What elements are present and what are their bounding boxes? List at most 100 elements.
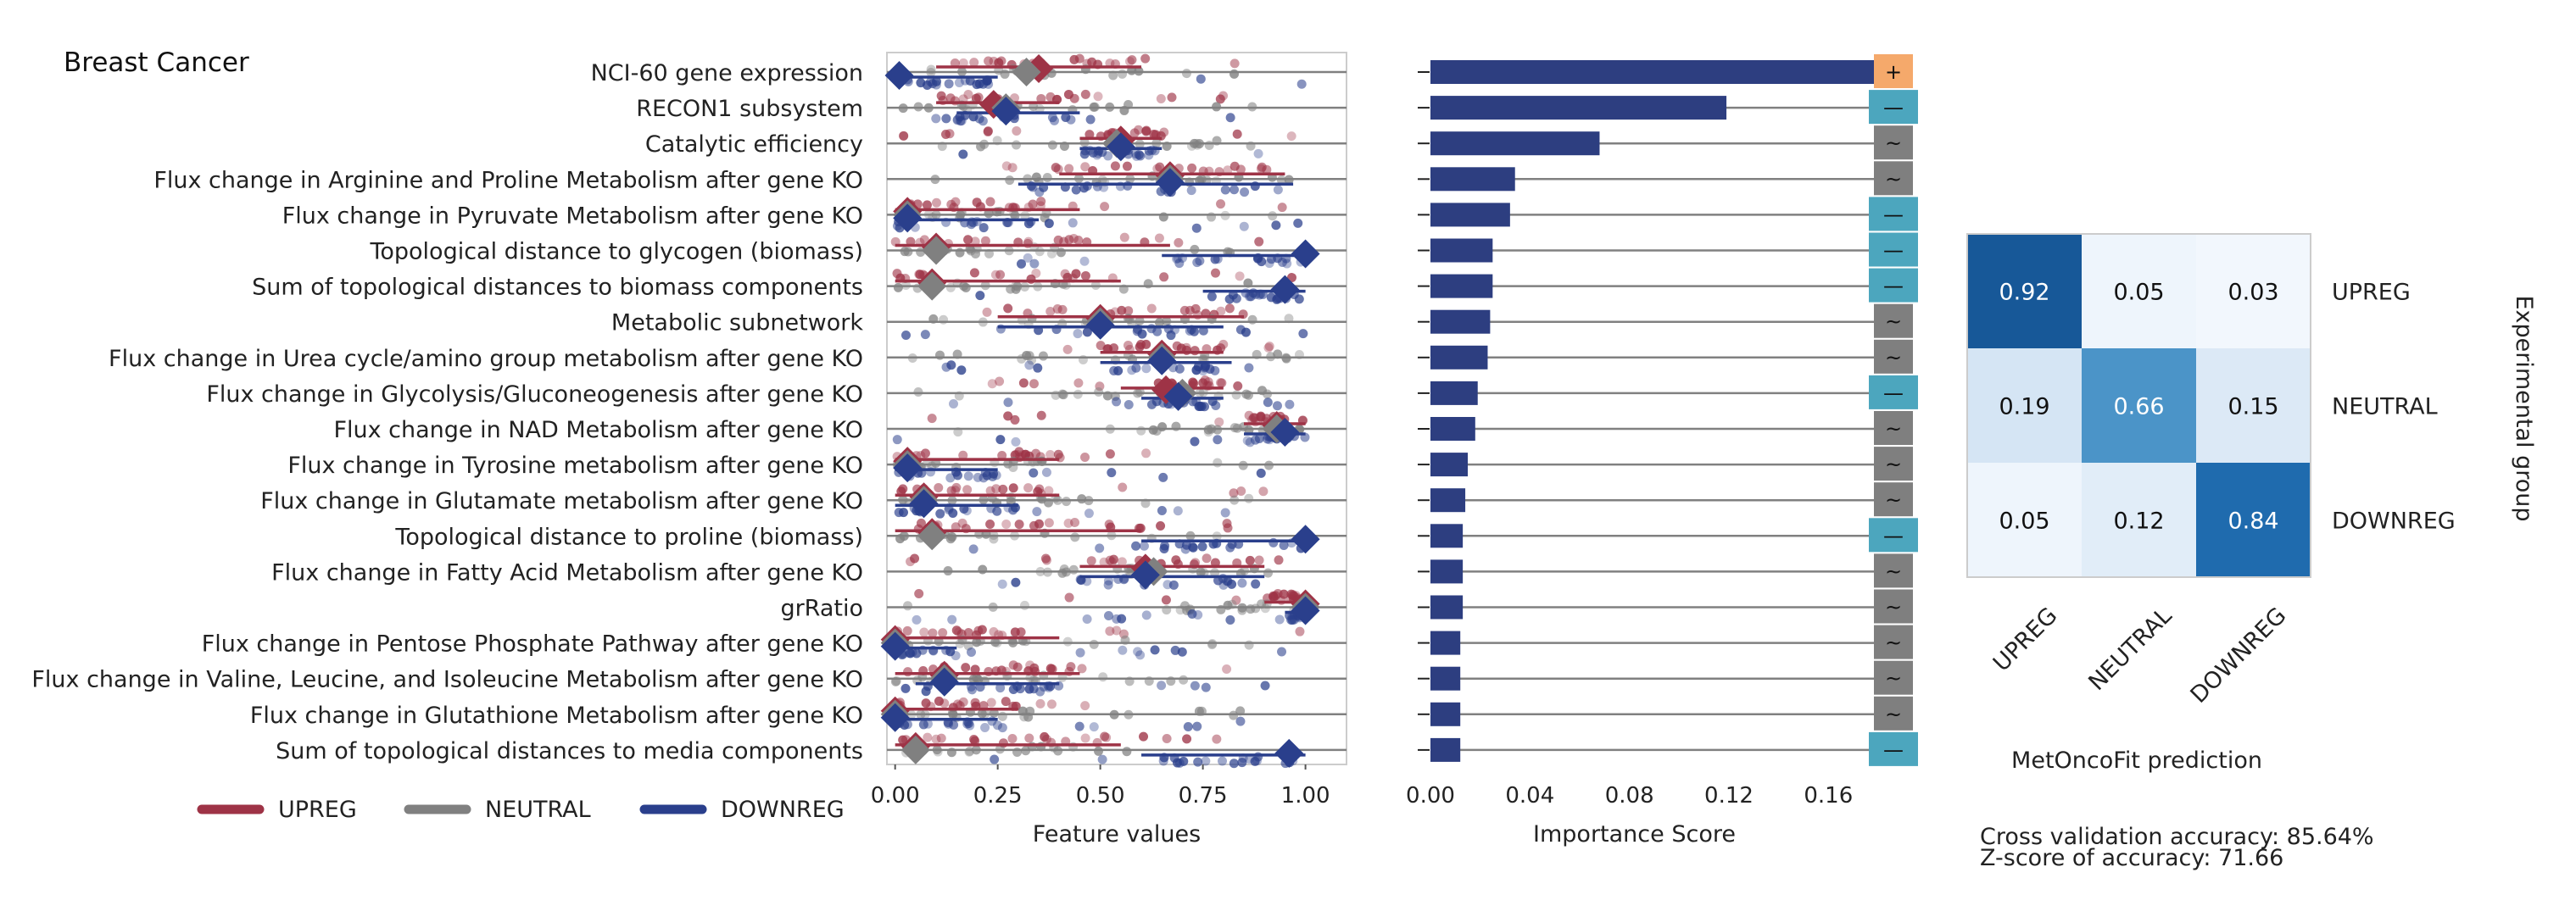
feature-dot — [1057, 304, 1068, 314]
direction-indicator-label: — — [1883, 203, 1904, 226]
feature-dot — [1201, 756, 1211, 766]
feature-dot — [1296, 79, 1307, 89]
feature-dot — [1007, 734, 1018, 744]
feature-dot — [1227, 599, 1237, 609]
feature-dot — [1263, 342, 1274, 353]
feature-dot — [995, 435, 1006, 445]
feature-dot — [1191, 365, 1202, 375]
feature-dot — [1057, 672, 1068, 682]
feature-dot — [916, 709, 926, 720]
feature-dot — [899, 508, 909, 518]
importance-bar — [1430, 381, 1478, 405]
feature-dot — [1263, 434, 1273, 444]
importance-bar — [1430, 274, 1493, 298]
feature-dot — [1263, 568, 1274, 578]
feature-dot — [958, 149, 968, 159]
feature-dot — [1162, 733, 1172, 743]
feature-dot — [1214, 417, 1224, 427]
feature-dot — [1148, 425, 1158, 435]
feature-axis-tick-label: 0.00 — [871, 783, 920, 809]
feature-dot — [1068, 233, 1079, 243]
feature-dot — [1225, 614, 1235, 625]
feature-dot — [1202, 175, 1212, 186]
feature-dot — [947, 495, 957, 505]
downreg-mean-marker — [929, 667, 959, 697]
feature-axis-tick-label: 0.50 — [1076, 783, 1125, 809]
feature-dot — [1174, 364, 1185, 374]
feature-dot — [946, 360, 956, 370]
feature-dot — [1190, 138, 1200, 148]
importance-bar — [1430, 595, 1464, 620]
feature-dot — [1229, 759, 1239, 769]
feature-dot — [1012, 281, 1023, 292]
feature-dot — [951, 522, 961, 532]
feature-dot — [948, 508, 958, 518]
feature-dot — [963, 89, 973, 99]
feature-dot — [1032, 507, 1042, 517]
feature-dot — [1023, 174, 1033, 184]
feature-dot — [1217, 378, 1227, 388]
feature-label: Sum of topological distances to media co… — [276, 738, 863, 764]
feature-dot — [897, 495, 907, 505]
feature-dot — [1220, 185, 1230, 195]
feature-dot — [980, 281, 990, 291]
feature-dot — [1124, 709, 1134, 720]
feature-dot — [1136, 425, 1146, 436]
feature-dot — [1197, 542, 1207, 552]
feature-dot — [1023, 483, 1034, 493]
feature-dot — [1276, 175, 1286, 185]
feature-dot — [1113, 366, 1124, 376]
feature-dot — [1286, 131, 1296, 142]
feature-dot — [1192, 721, 1202, 731]
feature-label: Flux change in NAD Metabolism after gene… — [333, 417, 863, 443]
feature-dot — [921, 698, 931, 709]
feature-dot — [920, 448, 930, 458]
direction-indicator-label: — — [1883, 524, 1904, 547]
feature-dot — [1060, 269, 1070, 279]
feature-dot — [934, 696, 944, 706]
feature-dot — [1136, 340, 1146, 350]
importance-bar — [1430, 417, 1475, 441]
feature-dot — [1118, 284, 1129, 294]
feature-dot — [893, 282, 903, 292]
feature-dot — [1047, 113, 1057, 123]
feature-dot — [1268, 592, 1279, 602]
feature-dot — [1271, 220, 1281, 231]
feature-label: Sum of topological distances to biomass … — [252, 275, 863, 301]
feature-dot — [967, 685, 977, 695]
feature-dot — [1187, 141, 1197, 151]
feature-dot — [1253, 148, 1263, 158]
importance-axis-tick-label: 0.00 — [1406, 783, 1455, 809]
importance-bar — [1430, 238, 1493, 263]
feature-dot — [1195, 401, 1205, 411]
feature-dot — [989, 534, 999, 544]
feature-dot — [1068, 218, 1078, 228]
feature-dot — [1014, 520, 1024, 530]
feature-dot — [1049, 115, 1059, 125]
direction-indicator-label: ~ — [1885, 559, 1902, 583]
feature-dot — [1198, 325, 1208, 336]
feature-dot — [1118, 482, 1128, 492]
feature-dot — [1133, 647, 1143, 657]
importance-axis-label: Importance Score — [1533, 821, 1736, 848]
feature-dot — [955, 112, 965, 122]
feature-dot — [1156, 93, 1166, 103]
feature-dot — [1041, 467, 1051, 477]
feature-dot — [1045, 664, 1056, 674]
feature-dot — [969, 734, 979, 744]
feature-dot — [1162, 316, 1172, 326]
feature-dot — [1005, 175, 1015, 186]
feature-dot — [1061, 112, 1071, 122]
feature-dot — [1092, 150, 1102, 160]
feature-dot — [1071, 185, 1081, 195]
feature-dot — [1008, 637, 1018, 647]
feature-dot — [1179, 675, 1189, 685]
feature-dot — [1256, 411, 1266, 421]
feature-dot — [992, 506, 1002, 516]
feature-dot — [1011, 577, 1021, 587]
direction-indicator-label: ~ — [1885, 703, 1902, 726]
feature-dot — [1024, 351, 1034, 361]
feature-dot — [1143, 279, 1153, 289]
direction-indicator-box — [1874, 696, 1913, 731]
